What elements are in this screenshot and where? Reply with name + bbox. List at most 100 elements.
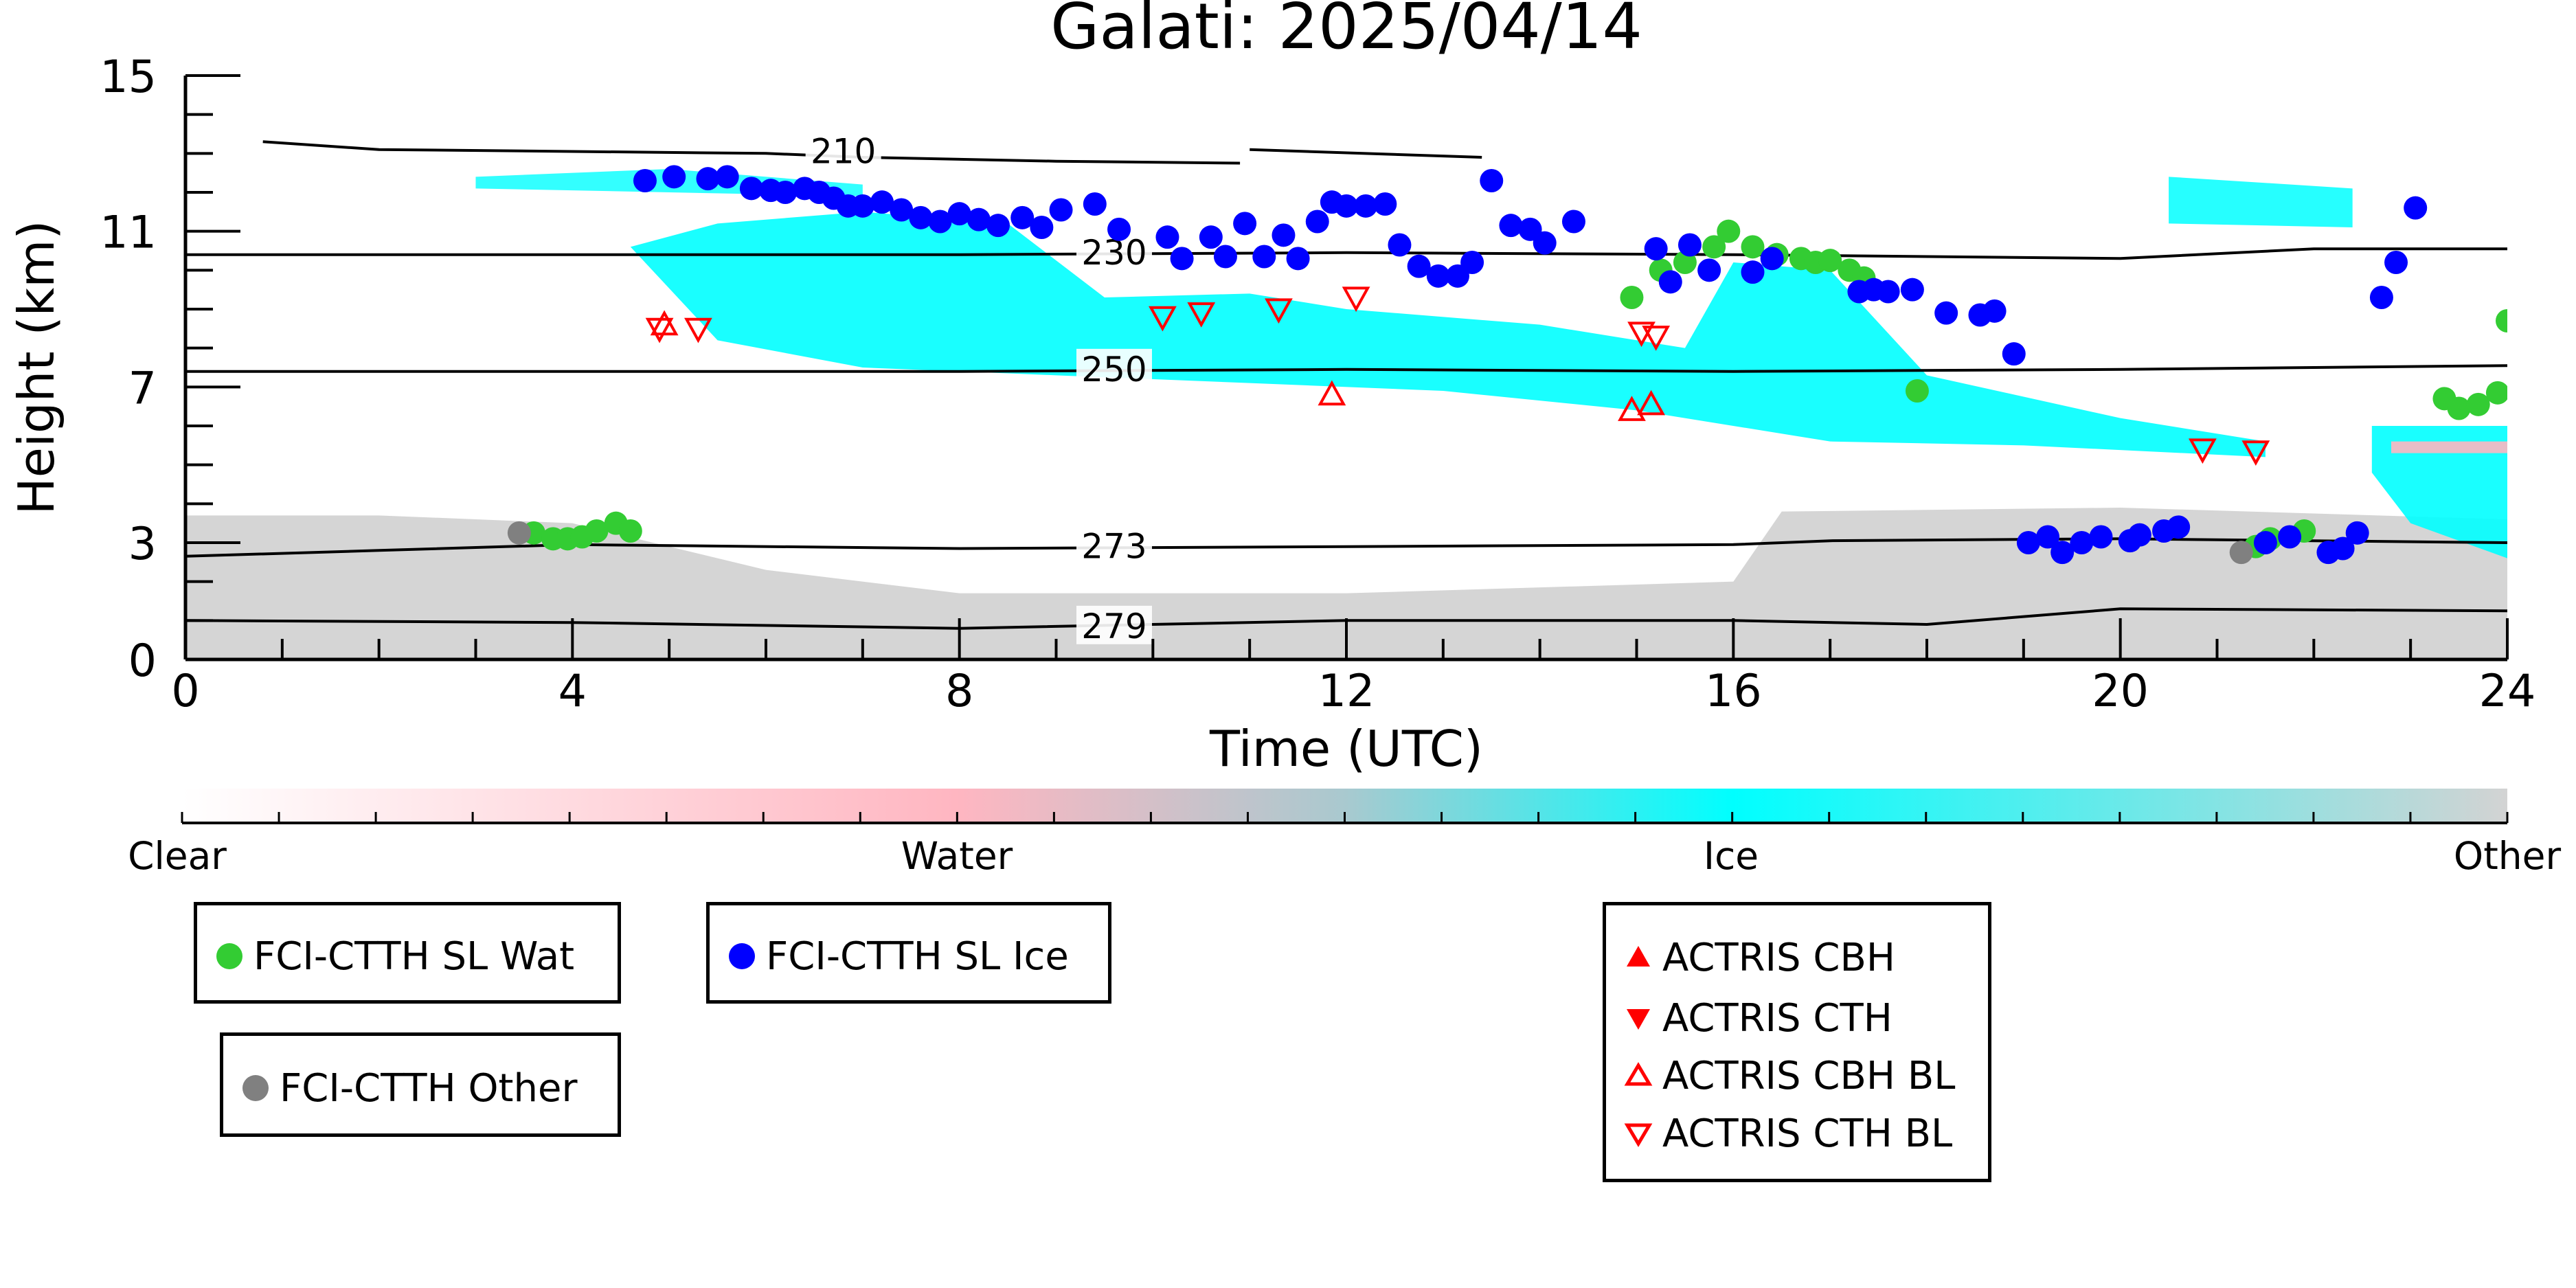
x-tick-label: 4	[558, 666, 587, 717]
triangle-down-open-icon	[1614, 1109, 1662, 1157]
data-point	[1342, 286, 1370, 313]
contour-label: 210	[811, 132, 876, 172]
data-point	[1741, 235, 1765, 259]
data-point	[1233, 212, 1257, 236]
data-point	[1533, 231, 1557, 255]
x-tick-label: 0	[171, 666, 199, 717]
ice-class-region	[2169, 177, 2353, 227]
legend-ice: FCI-CTTH SL Ice	[706, 902, 1111, 1004]
legend-item: FCI-CTTH Other	[223, 1061, 577, 1116]
legend-item: FCI-CTTH SL Ice	[710, 929, 1069, 984]
colorbar-label-water: Water	[901, 834, 1013, 878]
data-point	[2241, 440, 2270, 466]
gray-circle-icon	[231, 1064, 280, 1112]
x-tick-label: 12	[1318, 666, 1375, 717]
marker-layer	[507, 165, 2507, 565]
data-point	[1272, 223, 1296, 247]
data-point	[1673, 251, 1697, 274]
data-point	[1480, 169, 1504, 192]
data-point	[1876, 280, 1900, 304]
data-point	[1213, 245, 1237, 269]
data-point	[773, 181, 798, 204]
contour-line	[1250, 148, 1482, 159]
data-point	[2070, 531, 2094, 554]
data-point	[986, 214, 1010, 238]
data-point	[1637, 389, 1666, 416]
legend-label: ACTRIS CBH BL	[1662, 1053, 1956, 1098]
data-point	[1426, 264, 1450, 288]
data-point	[2016, 531, 2040, 554]
legend-item: ACTRIS CTH BL	[1606, 1106, 1952, 1161]
data-point	[1373, 192, 1397, 216]
data-point	[739, 177, 763, 201]
data-point	[2466, 392, 2490, 416]
x-axis-title: Time (UTC)	[1209, 720, 1483, 778]
data-point	[1618, 396, 1646, 421]
legend-label: ACTRIS CTH BL	[1662, 1111, 1953, 1156]
data-point	[2253, 531, 2277, 554]
data-point	[1083, 192, 1107, 216]
data-point	[2384, 251, 2408, 274]
data-point	[1905, 379, 1929, 403]
data-point	[1717, 219, 1741, 243]
x-tick-label: 16	[1705, 666, 1762, 717]
data-point	[585, 519, 609, 543]
data-point	[1702, 235, 1726, 259]
data-point	[2002, 342, 2026, 366]
colorbar-label-clear: Clear	[128, 834, 227, 878]
other-class-region	[185, 508, 2507, 659]
data-point	[662, 165, 686, 189]
contour-label-bg	[1076, 526, 1152, 565]
green-circle-icon	[205, 932, 253, 980]
data-point	[1354, 194, 1378, 218]
triangle-up-filled-icon	[1614, 934, 1662, 982]
legend-item: FCI-CTTH SL Wat	[197, 929, 574, 984]
contour-label: 250	[1081, 350, 1146, 389]
plot-background	[185, 169, 2507, 659]
data-point	[1677, 233, 1702, 257]
chart-title: Galati: 2025/04/14	[1050, 0, 1642, 63]
data-point	[2404, 196, 2428, 220]
data-point	[2331, 536, 2355, 561]
legend-item: ACTRIS CTH	[1606, 991, 1893, 1046]
data-point	[1252, 245, 1276, 269]
data-point	[1982, 299, 2007, 323]
colorbar-ticks	[181, 812, 2509, 823]
data-point	[1561, 210, 1585, 234]
legend-item: ACTRIS CBH BL	[1606, 1048, 1955, 1103]
data-point	[850, 194, 874, 218]
legend-water: FCI-CTTH SL Wat	[194, 902, 621, 1004]
data-point	[684, 317, 712, 343]
data-point	[1286, 247, 1310, 271]
data-point	[2496, 309, 2507, 332]
data-point	[2127, 523, 2151, 547]
y-axis-title: Height (km)	[8, 221, 65, 515]
data-point	[890, 198, 914, 222]
legend-label: FCI-CTTH Other	[280, 1065, 578, 1111]
data-point	[2447, 396, 2471, 420]
ice-class-region	[2371, 426, 2507, 558]
legend-actris: ACTRIS CBH ACTRIS CTH ACTRIS CBH BL ACTR…	[1603, 902, 1991, 1182]
data-point	[1760, 247, 1784, 271]
data-point	[1010, 205, 1035, 229]
data-point	[1318, 380, 1346, 406]
data-point	[1388, 233, 1412, 257]
legend-item: ACTRIS CBH	[1606, 930, 1895, 985]
triangle-down-filled-icon	[1614, 994, 1662, 1042]
contour-label: 273	[1081, 527, 1146, 567]
legend-label: FCI-CTTH SL Wat	[253, 934, 575, 979]
data-point	[507, 521, 531, 545]
legend-label: ACTRIS CBH	[1662, 935, 1896, 980]
data-point	[696, 167, 720, 191]
legend-label: FCI-CTTH SL Ice	[766, 934, 1069, 979]
data-point	[1155, 225, 1179, 249]
contour-line	[185, 537, 2507, 558]
data-point	[1658, 270, 1682, 294]
legend-label: ACTRIS CTH	[1662, 995, 1893, 1041]
colorbar-label-ice: Ice	[1704, 834, 1759, 878]
data-point	[1305, 210, 1329, 234]
data-point	[1499, 214, 1523, 238]
legend-other: FCI-CTTH Other	[220, 1032, 621, 1137]
